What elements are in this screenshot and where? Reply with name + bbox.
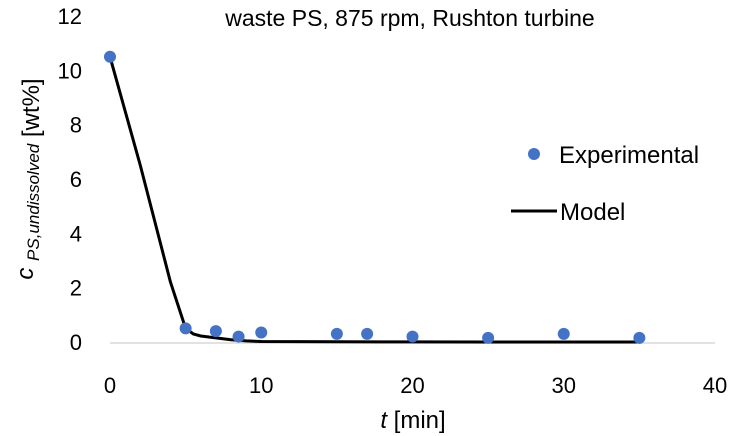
y-tick-label: 0 <box>70 330 82 355</box>
experimental-data-point <box>255 326 268 339</box>
x-axis-title: t [min] <box>380 407 445 434</box>
experimental-data-point <box>179 322 192 335</box>
experimental-data-point <box>209 325 222 338</box>
experimental-data-point <box>406 330 419 343</box>
y-axis-unit: [wt%] <box>18 78 45 137</box>
x-axis-variable: t <box>380 407 388 434</box>
y-tick-label: 12 <box>58 4 82 29</box>
x-axis-unit: [min] <box>394 407 446 434</box>
experimental-data-point <box>633 331 646 344</box>
y-tick-label: 10 <box>58 58 82 83</box>
y-tick-label: 8 <box>70 113 82 138</box>
x-tick-label: 0 <box>104 373 116 398</box>
experimental-data-point <box>557 327 570 340</box>
y-axis-ticks: 0 2 4 6 8 10 12 <box>58 4 82 355</box>
x-axis-ticks: 0 10 20 30 40 <box>104 373 727 398</box>
x-tick-label: 30 <box>552 373 576 398</box>
y-axis-title: c PS,undissolved [wt%] <box>12 78 45 279</box>
y-tick-label: 2 <box>70 276 82 301</box>
x-tick-label: 10 <box>249 373 273 398</box>
experimental-data-point <box>232 330 245 343</box>
y-tick-label: 6 <box>70 167 82 192</box>
legend: Experimental Model <box>511 142 699 226</box>
x-tick-label: 20 <box>400 373 424 398</box>
y-tick-label: 4 <box>70 221 82 246</box>
y-axis-subscript: PS,undissolved <box>24 143 43 261</box>
legend-experimental-marker <box>528 148 540 160</box>
x-tick-label: 40 <box>703 373 727 398</box>
y-axis-variable: c <box>12 268 39 280</box>
legend-experimental-label: Experimental <box>559 142 699 169</box>
experimental-data-point <box>330 327 343 340</box>
experimental-data-point <box>104 50 116 63</box>
experimental-data-point <box>361 327 374 340</box>
legend-model-label: Model <box>560 199 625 226</box>
chart-title: waste PS, 875 rpm, Rushton turbine <box>224 5 594 31</box>
experimental-data-point <box>482 331 495 344</box>
model-series-line <box>108 56 640 344</box>
plot-area <box>104 50 646 344</box>
